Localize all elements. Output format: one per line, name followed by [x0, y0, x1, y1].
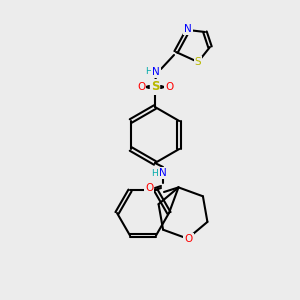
FancyBboxPatch shape: [184, 234, 194, 243]
Text: S: S: [195, 57, 201, 67]
Text: H: H: [152, 169, 158, 178]
Text: N: N: [184, 24, 192, 34]
Text: N: N: [159, 168, 167, 178]
Text: O: O: [184, 234, 193, 244]
Text: O: O: [145, 183, 153, 193]
Text: O: O: [184, 234, 193, 244]
Text: O: O: [165, 82, 173, 92]
Text: N: N: [152, 67, 160, 77]
Text: O: O: [137, 82, 145, 92]
Text: H: H: [145, 68, 152, 76]
Text: S: S: [151, 80, 159, 94]
